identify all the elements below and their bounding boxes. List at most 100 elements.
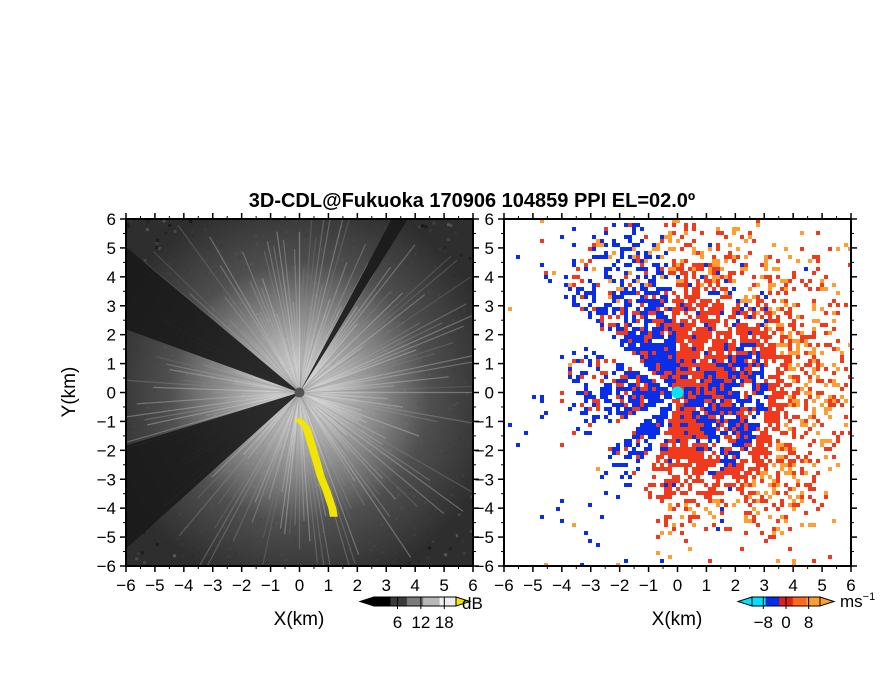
velocity-cell [720, 447, 724, 451]
velocity-cell [724, 483, 728, 487]
velocity-cell [600, 515, 604, 519]
velocity-cell [672, 483, 676, 487]
velocity-cell [752, 371, 756, 375]
velocity-cell [628, 395, 632, 399]
speckle-cell [446, 223, 450, 227]
velocity-cell [792, 395, 796, 399]
velocity-cell [700, 371, 704, 375]
velocity-cell [712, 427, 716, 431]
velocity-cell [776, 479, 780, 483]
velocity-cell [668, 451, 672, 455]
velocity-cell [720, 355, 724, 359]
velocity-cell [676, 375, 680, 379]
velocity-cell [692, 263, 696, 267]
velocity-cell [672, 351, 676, 355]
velocity-cell [660, 267, 664, 271]
velocity-cell [604, 387, 608, 391]
velocity-cell [588, 391, 592, 395]
velocity-cell [720, 407, 724, 411]
velocity-cell [700, 447, 704, 451]
velocity-cell [676, 503, 680, 507]
velocity-cell [696, 335, 700, 339]
velocity-cell [680, 455, 684, 459]
velocity-cell [740, 463, 744, 467]
velocity-cell [708, 283, 712, 287]
velocity-cell [704, 351, 708, 355]
velocity-cell [716, 351, 720, 355]
velocity-cell [796, 415, 800, 419]
velocity-cell [616, 451, 620, 455]
velocity-cell [740, 367, 744, 371]
velocity-cell [788, 331, 792, 335]
velocity-cell [708, 355, 712, 359]
velocity-cell [824, 407, 828, 411]
velocity-cell [824, 287, 828, 291]
velocity-cell [656, 363, 660, 367]
velocity-cell [728, 411, 732, 415]
velocity-cell [744, 447, 748, 451]
echo-ray [178, 392, 300, 537]
velocity-cell [664, 359, 668, 363]
velocity-cell [760, 531, 764, 535]
echo-ray [273, 245, 301, 393]
velocity-cell [532, 395, 536, 399]
velocity-cell [668, 287, 672, 291]
velocity-cell [748, 251, 752, 255]
velocity-cell [676, 299, 680, 303]
velocity-cell [636, 431, 640, 435]
velocity-cell [584, 347, 588, 351]
velocity-cell [720, 339, 724, 343]
velocity-cell [684, 283, 688, 287]
velocity-cell [696, 387, 700, 391]
velocity-cell [772, 527, 776, 531]
velocity-cell [608, 303, 612, 307]
velocity-cell [604, 371, 608, 375]
velocity-cell [760, 435, 764, 439]
velocity-cell [720, 519, 724, 523]
velocity-cell [588, 359, 592, 363]
velocity-cell [744, 515, 748, 519]
velocity-cell [724, 419, 728, 423]
velocity-cell [664, 367, 668, 371]
velocity-cell [792, 379, 796, 383]
velocity-cell [800, 315, 804, 319]
velocity-cell [720, 343, 724, 347]
velocity-cell [648, 427, 652, 431]
velocity-cell [660, 455, 664, 459]
velocity-cell [680, 523, 684, 527]
velocity-cell [656, 551, 660, 555]
velocity-cell [652, 395, 656, 399]
velocity-cell [624, 291, 628, 295]
velocity-cell [756, 387, 760, 391]
velocity-cell [672, 343, 676, 347]
velocity-cell [788, 403, 792, 407]
velocity-cell [636, 255, 640, 259]
velocity-cell [768, 443, 772, 447]
velocity-cell [728, 487, 732, 491]
velocity-cell [744, 343, 748, 347]
velocity-cell [652, 283, 656, 287]
velocity-cell [604, 271, 608, 275]
velocity-cell [636, 327, 640, 331]
velocity-cell [688, 507, 692, 511]
velocity-cell [660, 239, 664, 243]
velocity-cell [824, 343, 828, 347]
velocity-cell [784, 247, 788, 251]
y-tick-label: 1 [485, 355, 494, 374]
velocity-cell [788, 363, 792, 367]
x-tick-label: −1 [261, 576, 280, 595]
velocity-cell [680, 379, 684, 383]
velocity-cell [636, 375, 640, 379]
velocity-cell [756, 303, 760, 307]
velocity-cell [728, 335, 732, 339]
velocity-cell [700, 471, 704, 475]
velocity-cell [708, 427, 712, 431]
velocity-cell [700, 347, 704, 351]
velocity-cell [708, 271, 712, 275]
velocity-cell [764, 307, 768, 311]
velocity-cell [760, 291, 764, 295]
velocity-cell [628, 451, 632, 455]
velocity-cell [708, 375, 712, 379]
velocity-cell [724, 447, 728, 451]
